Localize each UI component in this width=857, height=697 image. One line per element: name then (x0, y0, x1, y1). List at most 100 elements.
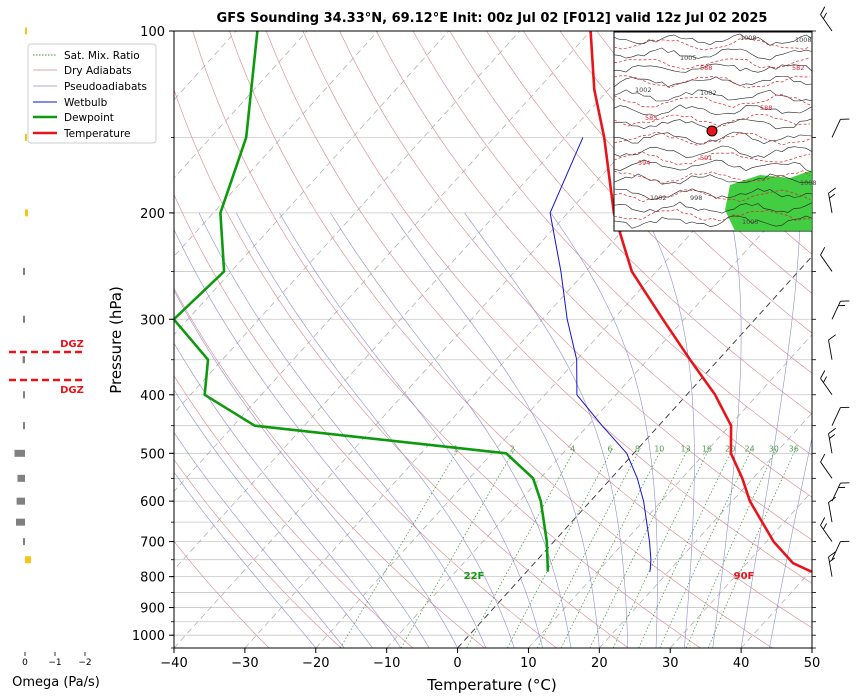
map-contour-label: 591 (700, 154, 712, 162)
wind-barb (820, 246, 833, 272)
y-tick-label: 500 (140, 447, 165, 462)
omega-bar-up (25, 133, 27, 141)
mixing-ratio-line (707, 447, 797, 648)
wind-barb-flag (840, 406, 850, 408)
mixing-ratio-line (589, 447, 689, 648)
map-contour-label: 1002 (635, 86, 652, 94)
pressure-contour (613, 131, 813, 145)
pseudoadiabat-line (279, 212, 543, 648)
map-contour-label: 1005 (742, 218, 759, 226)
precip-area (725, 170, 812, 231)
wind-barb-half (823, 376, 827, 383)
dry-adiabat-line (522, 31, 812, 334)
y-tick-label: 700 (140, 536, 165, 551)
surface-dewpoint-label: 22F (464, 571, 485, 582)
pseudoadiabat-line (174, 289, 430, 648)
wind-barb-staff (831, 407, 841, 426)
pseudoadiabat-line (769, 436, 812, 648)
y-tick-label: 200 (140, 207, 165, 222)
mixing-ratio-line (685, 447, 777, 648)
sounding-series (174, 31, 812, 573)
dry-adiabat-line (486, 31, 812, 374)
pseudoadiabat-line (330, 212, 572, 648)
height-contour (613, 37, 811, 51)
height-contour (613, 57, 811, 70)
pressure-contour (613, 201, 813, 214)
x-tick-label: −20 (302, 656, 329, 671)
background-lines (174, 31, 812, 648)
height-contour (613, 209, 810, 222)
mixing-ratio-line (560, 447, 663, 648)
dry-adiabat-line (265, 31, 812, 629)
wind-barb (831, 118, 850, 138)
y-tick-label: 100 (140, 25, 165, 40)
mixing-ratio-label: 30 (769, 444, 779, 453)
wind-barb-flag (828, 551, 836, 558)
mixing-ratio-label: 2 (510, 444, 515, 453)
pseudoadiabat-line (550, 212, 658, 648)
x-tick-label: −10 (373, 656, 400, 671)
wind-barb-staff (828, 502, 833, 523)
surface-temp-label: 90F (734, 571, 755, 582)
mixing-ratio-label: 16 (702, 444, 712, 453)
wind-barb (831, 406, 850, 426)
pressure-contour (613, 33, 813, 46)
mixing-ratio-label: 4 (570, 444, 575, 453)
wind-barb-half (823, 12, 827, 19)
omega-bar-down (23, 422, 25, 430)
height-contour (613, 75, 811, 89)
dgz-label-lower: DGZ (60, 385, 84, 396)
map-contour-label: 588 (700, 64, 712, 72)
wind-barb-staff (820, 378, 833, 396)
map-contour-label: 998 (690, 194, 702, 202)
isotherm-line (174, 31, 520, 414)
wind-barb-staff (828, 433, 833, 454)
axes: −40 −30 −20 −10 0 10 20 30 40 50 100 200 300 400 500 60… (132, 25, 820, 671)
omega-tick-1: −1 (48, 658, 61, 668)
dry-adiabat-line (174, 88, 629, 648)
map-contour-label: 1002 (700, 89, 717, 97)
wind-barb (828, 334, 836, 360)
plot-frame (173, 30, 813, 649)
isotherm-line (174, 31, 591, 492)
height-contour (613, 113, 811, 127)
x-axis-label: Temperature (°C) (426, 676, 556, 694)
x-tick-label: −30 (231, 656, 258, 671)
wind-barb-staff (820, 524, 833, 542)
x-tick-label: 30 (662, 656, 679, 671)
pressure-contour (613, 89, 813, 102)
legend-wetbulb: Wetbulb (64, 97, 108, 109)
dry-adiabat-line (412, 31, 812, 456)
pressure-contour (613, 159, 813, 173)
wind-barb-flag (828, 427, 836, 434)
map-contour-label: 1008 (795, 36, 812, 44)
isotherm-line (174, 31, 450, 336)
wind-barb-staff (820, 14, 833, 32)
pseudoadiabat-line (198, 212, 487, 648)
dry-adiabat-line (174, 287, 485, 648)
omega-panel (14, 27, 86, 656)
dry-adiabat-line (449, 31, 812, 415)
wind-barb-flag (828, 187, 836, 194)
wind-barb-flag (840, 540, 850, 543)
height-contour (613, 189, 811, 203)
omega-bar-down (16, 518, 25, 526)
omega-bar-down (23, 538, 25, 546)
legend-box (27, 43, 157, 144)
dewpoint-line (174, 31, 550, 572)
wind-barb-staff (831, 541, 841, 560)
x-tick-label: 20 (591, 656, 608, 671)
pressure-contour (613, 47, 813, 61)
omega-bar-down (17, 474, 25, 482)
y-tick-label: 300 (140, 313, 165, 328)
wind-barb-half (829, 193, 836, 199)
wind-barb-flag (820, 6, 826, 15)
wind-barb-flag (820, 370, 826, 379)
map-contour-label: 1008 (740, 34, 757, 42)
pseudoadiabat-line (174, 228, 458, 648)
x-tick-label: 0 (453, 656, 461, 671)
wind-barb (820, 6, 833, 32)
wind-barb (831, 482, 850, 502)
omega-bar-down (22, 356, 25, 364)
